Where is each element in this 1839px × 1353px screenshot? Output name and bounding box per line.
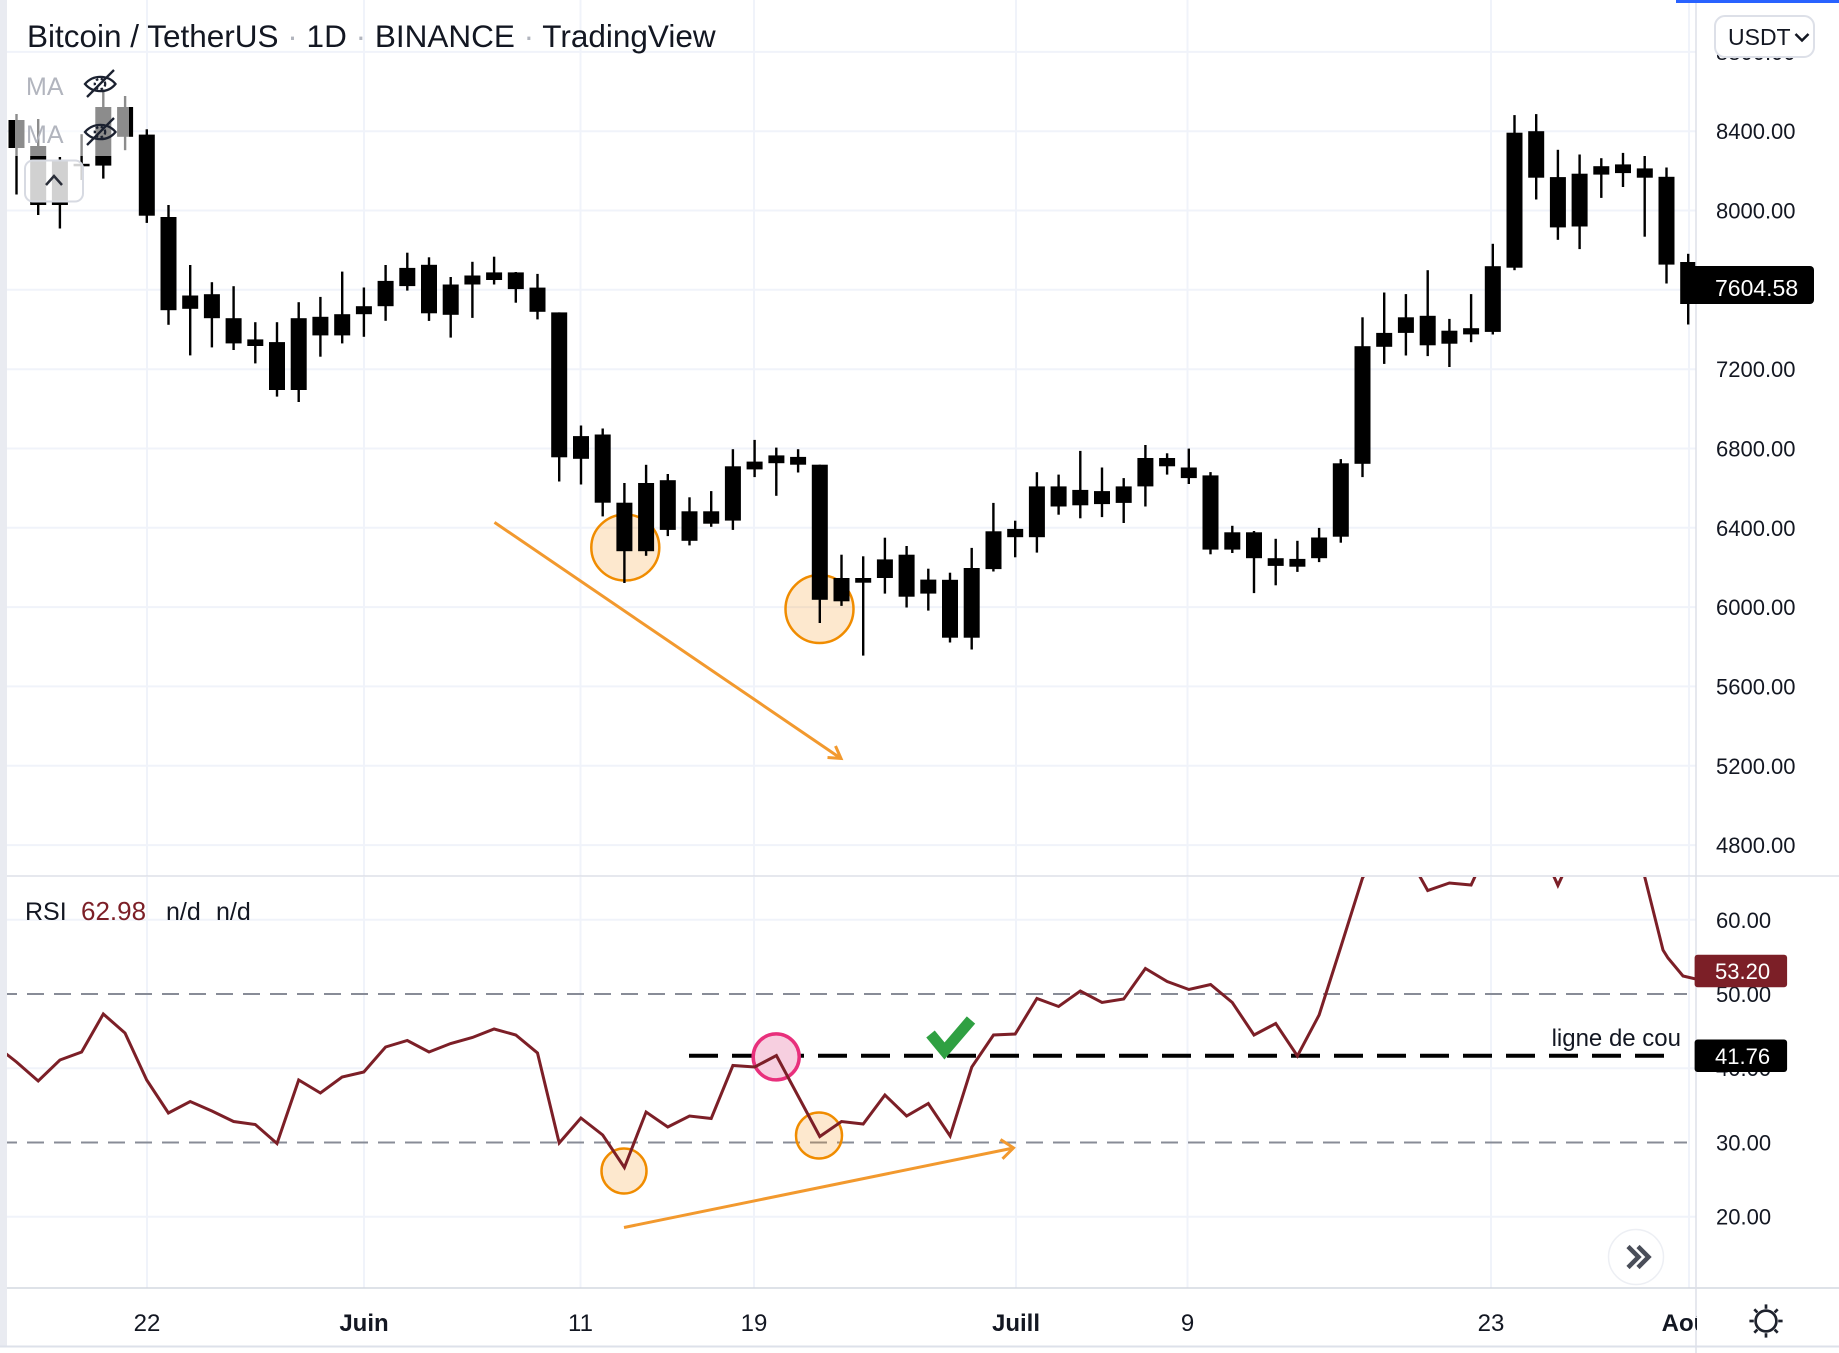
svg-text:19: 19 — [741, 1310, 768, 1337]
svg-text:53.20: 53.20 — [1715, 959, 1770, 984]
svg-text:8000.00: 8000.00 — [1716, 199, 1796, 224]
svg-text:7200.00: 7200.00 — [1716, 357, 1796, 382]
svg-text:MA: MA — [26, 73, 64, 101]
svg-text:30.00: 30.00 — [1716, 1131, 1771, 1156]
svg-text:6800.00: 6800.00 — [1716, 437, 1796, 462]
svg-text:Août: Août — [1662, 1310, 1717, 1337]
svg-text:MA: MA — [26, 121, 64, 149]
svg-text:6400.00: 6400.00 — [1716, 516, 1796, 541]
svg-text:5200.00: 5200.00 — [1716, 754, 1796, 779]
svg-text:Bitcoin / TetherUS · 1D · BINA: Bitcoin / TetherUS · 1D · BINANCE · Trad… — [27, 18, 716, 54]
svg-text:60.00: 60.00 — [1716, 908, 1771, 933]
svg-text:ligne de cou: ligne de cou — [1552, 1025, 1681, 1052]
svg-text:41.76: 41.76 — [1715, 1044, 1770, 1069]
svg-text:23: 23 — [1478, 1310, 1505, 1337]
svg-text:20.00: 20.00 — [1716, 1205, 1771, 1230]
svg-text:4800.00: 4800.00 — [1716, 833, 1796, 858]
svg-text:USDT: USDT — [1728, 24, 1791, 50]
svg-text:7604.58: 7604.58 — [1715, 275, 1798, 301]
svg-text:Juill: Juill — [992, 1310, 1040, 1337]
svg-text:6000.00: 6000.00 — [1716, 595, 1796, 620]
svg-text:n/d: n/d — [166, 898, 201, 926]
svg-text:n/d: n/d — [216, 898, 251, 926]
svg-text:8400.00: 8400.00 — [1716, 119, 1796, 144]
svg-text:5600.00: 5600.00 — [1716, 674, 1796, 699]
svg-text:62.98: 62.98 — [81, 896, 146, 926]
svg-text:RSI: RSI — [25, 898, 67, 926]
svg-text:Juin: Juin — [339, 1310, 388, 1337]
svg-text:22: 22 — [134, 1310, 161, 1337]
svg-text:11: 11 — [568, 1310, 593, 1337]
svg-text:9: 9 — [1181, 1310, 1194, 1337]
